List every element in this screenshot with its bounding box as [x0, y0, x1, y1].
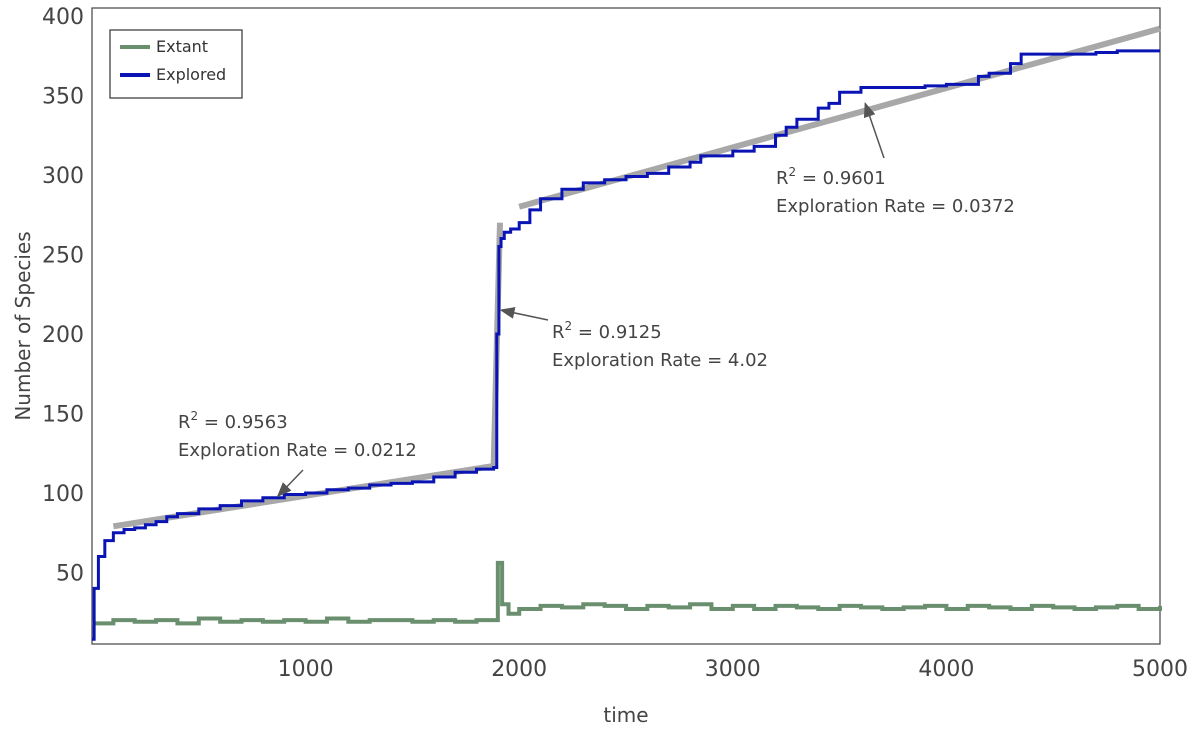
annotation-arrow [863, 101, 885, 159]
x-tick-label: 2000 [491, 657, 547, 682]
x-tick-label: 1000 [278, 657, 334, 682]
x-axis-label: time [603, 703, 648, 727]
r2-value: = 0.9125 [572, 322, 662, 343]
r2-symbol: R [776, 168, 789, 189]
legend-box [109, 29, 243, 99]
x-axis-ticks: 1000 2000 3000 4000 5000 [278, 657, 1188, 682]
y-tick-label: 50 [56, 561, 84, 586]
series-line-extant [92, 560, 1162, 626]
annotation-r2: R2 = 0.9563 [178, 409, 288, 433]
annotation-r2: R2 = 0.9125 [552, 319, 662, 343]
annotation-rate: Exploration Rate = 0.0372 [776, 196, 1015, 217]
y-tick-label: 250 [42, 243, 84, 268]
r2-value: = 0.9601 [796, 168, 886, 189]
series-line-explored [92, 49, 1160, 641]
r2-superscript: 2 [789, 165, 797, 179]
y-tick-label: 100 [42, 482, 84, 507]
legend-label: Explored [156, 65, 226, 84]
annotation-rate: Exploration Rate = 0.0212 [178, 440, 417, 461]
x-tick-label: 5000 [1132, 657, 1188, 682]
y-tick-label: 200 [42, 323, 84, 348]
annotation-r2: R2 = 0.9601 [776, 165, 886, 189]
annotation-arrow [276, 469, 304, 498]
r2-symbol: R [552, 322, 565, 343]
y-tick-label: 150 [42, 402, 84, 427]
series-lines [92, 49, 1162, 641]
y-tick-label: 350 [42, 84, 84, 109]
y-tick-label: 300 [42, 164, 84, 189]
legend: Extant Explored [109, 29, 243, 99]
r2-superscript: 2 [565, 319, 573, 333]
annotation-rate: Exploration Rate = 4.02 [552, 350, 768, 371]
y-axis-ticks: 50 100 150 200 250 300 350 400 [42, 5, 84, 587]
x-tick-label: 4000 [918, 657, 974, 682]
legend-label: Extant [156, 37, 208, 56]
y-axis-label: Number of Species [11, 231, 35, 420]
r2-superscript: 2 [191, 409, 199, 423]
r2-symbol: R [178, 412, 191, 433]
y-tick-label: 400 [42, 5, 84, 30]
x-tick-label: 3000 [705, 657, 761, 682]
annotation-arrow [499, 307, 549, 321]
r2-value: = 0.9563 [198, 412, 288, 433]
plot-frame [91, 7, 1161, 645]
